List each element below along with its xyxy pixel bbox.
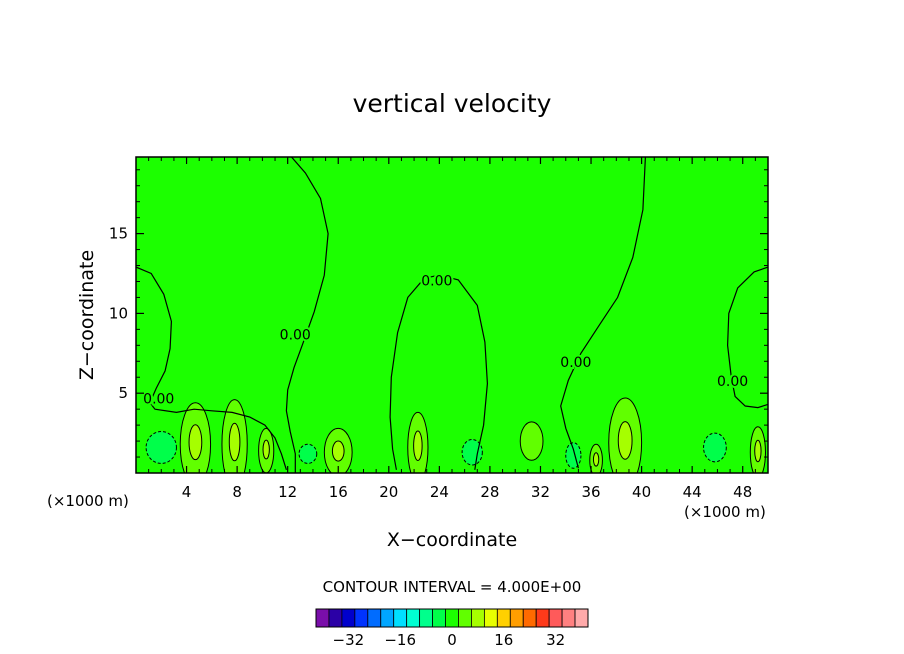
x-tick-label: 44 — [683, 483, 702, 501]
contour-label: 0.00 — [280, 328, 311, 344]
negative-cell — [145, 431, 177, 464]
positive-cell-core — [617, 421, 633, 460]
contour-interval-text: CONTOUR INTERVAL = 4.000E+00 — [323, 578, 582, 596]
x-tick-label: 40 — [632, 483, 651, 501]
positive-cell-core — [331, 440, 345, 462]
colorbar-swatch — [548, 608, 563, 628]
colorbar-swatch — [419, 608, 433, 628]
plot-area: 0.000.000.000.000.00 4 8 12 16 20 24 28 32 36 40 4… — [109, 156, 769, 501]
x-tick-label: 32 — [531, 483, 550, 501]
x-unit-label-left: (×1000 m) — [47, 492, 129, 510]
contour-lines — [136, 157, 768, 473]
positive-cell-core — [188, 424, 203, 461]
positive-cell-core — [592, 452, 600, 467]
colorbar-swatch — [535, 608, 550, 628]
colorbar-tick-label: 16 — [494, 631, 513, 649]
colorbar-swatch — [367, 608, 382, 628]
colorbar-swatch — [471, 608, 485, 628]
y-tick-label: 15 — [109, 225, 128, 243]
negative-cell — [461, 438, 483, 466]
colorbar-tick-label: −32 — [333, 631, 365, 649]
x-tick-label: 36 — [581, 483, 600, 501]
y-tick-label: 10 — [109, 304, 128, 322]
colorbar-swatch — [574, 608, 589, 628]
x-tick-label: 4 — [182, 483, 192, 501]
colorbar-swatch — [328, 608, 343, 628]
y-axis-label: Z−coordinate — [76, 250, 98, 380]
contour-label: 0.00 — [717, 374, 748, 390]
x-tick-label: 12 — [278, 483, 297, 501]
colorbar-swatch — [522, 608, 537, 628]
contour-label: 0.00 — [560, 355, 591, 371]
colorbar-swatch — [496, 608, 511, 628]
contour-labels: 0.00 0.00 0.00 0.00 0.00 — [141, 271, 750, 409]
negative-cell — [298, 443, 318, 464]
colorbar-tick-label: 0 — [447, 631, 457, 649]
x-tick-label: 20 — [379, 483, 398, 501]
contour-label: 0.00 — [421, 273, 452, 289]
positive-cell — [519, 421, 544, 461]
contour-label: 0.00 — [143, 392, 174, 408]
zero-contour-line — [389, 274, 489, 470]
x-axis-label: X−coordinate — [387, 529, 517, 551]
x-tick-label: 48 — [733, 483, 752, 501]
x-unit-label-right: (×1000 m) — [684, 503, 766, 521]
colorbar-tick-label: −16 — [384, 631, 416, 649]
positive-cell-core — [262, 439, 270, 460]
positive-cell-core — [754, 439, 762, 463]
colorbar-swatch — [483, 608, 498, 628]
y-tick-label: 5 — [118, 384, 128, 402]
colorbar-swatch — [341, 608, 356, 628]
zero-contour-line — [285, 157, 329, 473]
colorbar-swatch — [354, 608, 369, 628]
colorbar-tick-label: 32 — [546, 631, 565, 649]
x-tick-label: 8 — [232, 483, 242, 501]
x-tick-label: 28 — [480, 483, 499, 501]
negative-cell — [703, 432, 727, 463]
chart-title: vertical velocity — [353, 89, 552, 118]
positive-cell-core — [413, 430, 423, 461]
zero-contour-line — [136, 266, 287, 470]
x-tick-label: 24 — [430, 483, 449, 501]
colorbar-swatch — [406, 608, 421, 628]
x-tick-label: 16 — [329, 483, 348, 501]
negative-cell — [565, 442, 582, 469]
colorbar-swatch — [509, 608, 524, 628]
colorbar-swatch — [561, 608, 576, 628]
colorbar-swatch — [380, 608, 395, 628]
colorbar-swatch — [445, 608, 459, 628]
zero-contour-line — [726, 266, 768, 409]
positive-cell-core — [228, 422, 241, 462]
colorbar-swatch — [393, 608, 408, 628]
zero-contour-line — [560, 157, 646, 469]
colorbar-frame — [315, 608, 589, 628]
colorbar-swatch — [432, 608, 446, 628]
colorbar-swatch — [458, 608, 472, 628]
colorbar-swatch — [315, 608, 330, 628]
colorbar: −32 −16 0 16 32 — [315, 608, 589, 649]
